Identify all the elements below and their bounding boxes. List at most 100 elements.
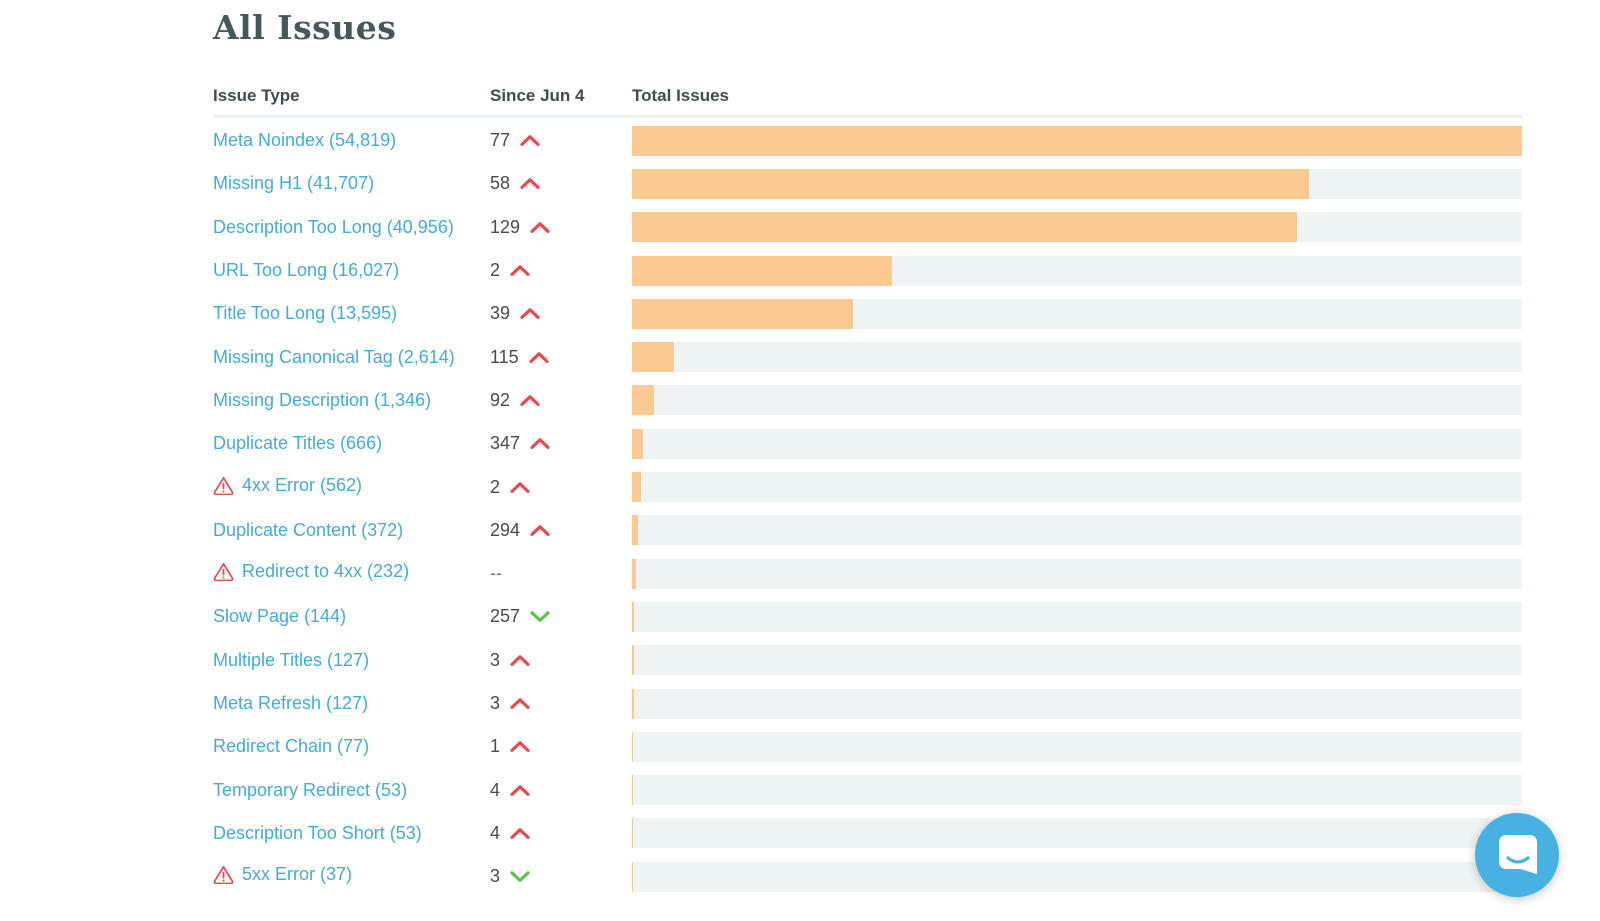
table-row: Slow Page (144) 257 xyxy=(213,595,1522,638)
issue-label: Meta Noindex (54,819) xyxy=(213,130,397,151)
table-row: Missing Canonical Tag (2,614) 115 xyxy=(213,335,1522,378)
since-cell: 294 xyxy=(490,520,551,541)
total-issues-bar-fill xyxy=(632,688,635,719)
total-issues-bar-track xyxy=(632,731,1522,762)
table-row: 4xx Error (562) 2 xyxy=(213,465,1522,508)
since-count: 1 xyxy=(490,736,501,757)
issue-type-link[interactable]: Duplicate Titles (666) xyxy=(213,433,382,454)
table-row: Multiple Titles (127) 3 xyxy=(213,639,1522,682)
total-issues-bar-track xyxy=(632,168,1522,199)
issue-type-link[interactable]: Multiple Titles (127) xyxy=(213,650,369,671)
since-cell: 1 xyxy=(490,736,531,757)
total-issues-bar-fill xyxy=(632,428,643,459)
total-issues-bar-track xyxy=(632,861,1522,892)
table-row: Temporary Redirect (53) 4 xyxy=(213,768,1522,811)
issue-label: Title Too Long (13,595) xyxy=(213,303,398,324)
since-cell: 347 xyxy=(490,433,551,454)
issue-label: Description Too Long (40,956) xyxy=(213,216,454,237)
warning-triangle-icon xyxy=(213,562,234,582)
issue-label: Temporary Redirect (53) xyxy=(213,779,408,800)
issue-type-link[interactable]: Title Too Long (13,595) xyxy=(213,303,397,324)
main-content: All Issues Issue Type Since Jun 4 Total … xyxy=(213,6,1522,898)
issue-type-link[interactable]: Description Too Short (53) xyxy=(213,823,422,844)
issue-type-link[interactable]: Missing H1 (41,707) xyxy=(213,173,374,194)
table-row: Meta Noindex (54,819) 77 xyxy=(213,119,1522,162)
trend-up-icon xyxy=(519,307,541,320)
total-issues-bar-fill xyxy=(632,515,639,546)
total-issues-bar-fill xyxy=(632,385,654,416)
issue-type-link[interactable]: Meta Refresh (127) xyxy=(213,693,368,714)
total-issues-bar-fill xyxy=(632,601,635,632)
total-issues-bar-track xyxy=(632,601,1522,632)
total-issues-bar-track xyxy=(632,688,1522,719)
since-count: 294 xyxy=(490,519,521,540)
since-cell: 4 xyxy=(490,780,531,801)
total-issues-bar-fill xyxy=(632,212,1297,243)
warning-triangle-icon xyxy=(213,865,234,885)
since-cell: 2 xyxy=(490,260,531,281)
total-issues-bar-fill xyxy=(632,818,633,849)
since-cell: 58 xyxy=(490,173,541,194)
page-title: All Issues xyxy=(213,8,397,47)
since-cell: 3 xyxy=(490,866,531,887)
total-issues-bar-track xyxy=(632,515,1522,546)
issue-type-link[interactable]: URL Too Long (16,027) xyxy=(213,260,399,281)
since-count: 2 xyxy=(490,476,501,497)
total-issues-bar-fill xyxy=(632,775,633,806)
total-issues-bar-fill xyxy=(632,731,634,762)
trend-up-icon xyxy=(519,177,541,190)
total-issues-bar-track xyxy=(632,255,1522,286)
issue-type-link[interactable]: Redirect Chain (77) xyxy=(213,736,369,757)
column-header-issue-type: Issue Type xyxy=(213,86,300,105)
issue-type-link[interactable]: Description Too Long (40,956) xyxy=(213,217,454,238)
issue-label: Multiple Titles (127) xyxy=(213,649,370,670)
since-cell: 39 xyxy=(490,303,541,324)
issue-label: 4xx Error (562) xyxy=(242,474,363,495)
issue-label: 5xx Error (37) xyxy=(242,864,353,885)
since-count: 3 xyxy=(490,649,501,670)
table-row: 5xx Error (37) 3 xyxy=(213,855,1522,898)
since-count: 2 xyxy=(490,260,501,281)
issue-type-link[interactable]: Duplicate Content (372) xyxy=(213,520,403,541)
issue-label: Missing Description (1,346) xyxy=(213,389,432,410)
issue-type-link[interactable]: Meta Noindex (54,819) xyxy=(213,130,396,151)
issue-type-link[interactable]: Redirect to 4xx (232) xyxy=(213,561,409,582)
total-issues-bar-track xyxy=(632,775,1522,806)
total-issues-bar-fill xyxy=(632,255,893,286)
since-count: 58 xyxy=(490,173,511,194)
trend-up-icon xyxy=(509,697,531,710)
chat-launcher-button[interactable] xyxy=(1475,813,1559,897)
trend-up-icon xyxy=(509,784,531,797)
since-cell: 3 xyxy=(490,650,531,671)
issue-label: Redirect Chain (77) xyxy=(213,736,370,757)
since-cell: 77 xyxy=(490,130,541,151)
trend-up-icon xyxy=(528,351,550,364)
trend-up-icon xyxy=(529,524,551,537)
total-issues-bar-track xyxy=(632,385,1522,416)
issue-label: Missing H1 (41,707) xyxy=(213,173,375,194)
issue-type-link[interactable]: 4xx Error (562) xyxy=(213,475,362,496)
issue-type-link[interactable]: Slow Page (144) xyxy=(213,606,346,627)
since-count: 92 xyxy=(490,389,511,410)
trend-up-icon xyxy=(509,740,531,753)
issue-type-link[interactable]: 5xx Error (37) xyxy=(213,864,352,885)
total-issues-bar-track xyxy=(632,125,1522,156)
since-count: -- xyxy=(490,563,502,584)
table-row: Description Too Short (53) 4 xyxy=(213,812,1522,855)
issue-label: Duplicate Content (372) xyxy=(213,519,404,540)
total-issues-bar-track xyxy=(632,645,1522,676)
column-header-total-issues: Total Issues xyxy=(632,86,729,105)
total-issues-bar-fill xyxy=(632,558,636,589)
issue-type-link[interactable]: Missing Description (1,346) xyxy=(213,390,431,411)
issue-type-link[interactable]: Temporary Redirect (53) xyxy=(213,780,407,801)
since-cell: 129 xyxy=(490,217,551,238)
since-count: 39 xyxy=(490,303,511,324)
issue-label: Duplicate Titles (666) xyxy=(213,433,383,454)
issue-type-link[interactable]: Missing Canonical Tag (2,614) xyxy=(213,347,455,368)
since-cell: 4 xyxy=(490,823,531,844)
trend-up-icon xyxy=(519,134,541,147)
total-issues-bar-track xyxy=(632,342,1522,373)
issue-label: URL Too Long (16,027) xyxy=(213,260,400,281)
total-issues-bar-fill xyxy=(632,342,675,373)
